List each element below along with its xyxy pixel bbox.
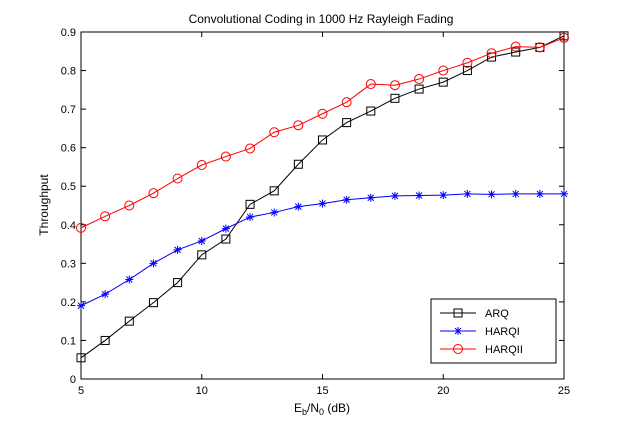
data-point-harqii xyxy=(269,127,280,138)
data-point-harqi xyxy=(294,202,303,211)
series-layer xyxy=(76,31,569,363)
y-tick-label: 0.4 xyxy=(61,220,76,232)
data-point-harqii xyxy=(559,32,569,43)
data-point-harqii xyxy=(341,97,352,108)
data-point-harqi xyxy=(415,191,424,200)
data-point-harqii xyxy=(76,222,86,233)
series-harqii xyxy=(76,32,569,233)
data-point-harqii xyxy=(462,57,473,68)
data-point-arq xyxy=(173,278,183,288)
y-tick-label: 0 xyxy=(70,374,76,386)
data-point-harqi xyxy=(149,259,158,268)
data-point-harqi xyxy=(173,245,182,254)
legend-marker-harqi xyxy=(454,327,462,335)
legend-label-harqi: HARQI xyxy=(485,326,520,338)
data-point-harqi xyxy=(101,290,110,299)
data-point-harqii xyxy=(365,79,376,90)
x-tick-label: 15 xyxy=(316,385,328,397)
y-tick-label: 0.1 xyxy=(61,335,76,347)
data-point-harqi xyxy=(318,199,327,208)
data-point-harqii xyxy=(534,42,545,53)
data-point-harqii xyxy=(486,48,497,59)
data-point-arq xyxy=(245,199,255,209)
x-axis-label: Eb/N0 (dB) xyxy=(294,401,350,417)
data-point-harqii xyxy=(124,200,135,211)
x-tick-label: 25 xyxy=(558,385,570,397)
legend: ARQ HARQI HARQII xyxy=(430,298,557,364)
data-point-arq xyxy=(511,47,521,57)
data-point-harqi xyxy=(487,190,496,199)
y-tick-label: 0.3 xyxy=(61,258,76,270)
x-axis-label-sub1: b xyxy=(302,407,307,417)
data-point-harqi xyxy=(246,213,255,222)
x-axis-label-unit: (dB) xyxy=(324,401,350,415)
legend-label-harqii: HARQII xyxy=(485,344,523,356)
data-point-arq xyxy=(148,298,158,308)
y-tick-label: 0.2 xyxy=(61,297,76,309)
data-point-harqi xyxy=(463,189,472,198)
x-tick-label: 10 xyxy=(196,385,208,397)
data-point-harqi xyxy=(221,224,230,233)
x-tick-label: 20 xyxy=(437,385,449,397)
legend-marker-arq xyxy=(453,308,463,318)
data-point-harqi xyxy=(270,208,279,217)
data-point-harqii xyxy=(389,80,400,91)
data-point-harqii xyxy=(220,151,231,162)
data-point-harqi xyxy=(197,236,206,245)
data-point-arq xyxy=(76,353,86,363)
y-axis-label: Throughput xyxy=(37,174,51,236)
legend-marker-harqii xyxy=(453,344,463,354)
data-point-arq xyxy=(124,316,134,326)
x-axis-label-sub2: 0 xyxy=(319,407,324,417)
data-point-arq xyxy=(100,335,110,345)
data-point-harqi xyxy=(535,189,544,198)
data-point-harqii xyxy=(438,65,449,76)
y-tick-label: 0.6 xyxy=(61,143,76,155)
data-point-harqi xyxy=(342,195,351,204)
data-point-arq xyxy=(342,118,352,128)
data-point-harqi xyxy=(511,189,520,198)
data-point-harqii xyxy=(196,160,207,171)
y-tick-label: 0.5 xyxy=(61,181,76,193)
data-point-harqii xyxy=(100,211,111,222)
data-point-arq xyxy=(318,135,327,145)
data-point-arq xyxy=(414,84,424,94)
data-point-harqii xyxy=(510,41,521,52)
chart-title: Convolutional Coding in 1000 Hz Rayleigh… xyxy=(189,12,454,26)
data-point-harqi xyxy=(390,191,399,200)
series-line-arq xyxy=(80,35,565,359)
data-point-harqi xyxy=(439,191,448,200)
data-point-harqii xyxy=(148,188,159,199)
data-point-harqi xyxy=(560,189,568,198)
y-tick-label: 0.8 xyxy=(61,66,76,78)
x-axis-label-mid: /N xyxy=(307,401,319,415)
data-point-harqi xyxy=(125,275,134,284)
data-point-arq xyxy=(438,77,448,87)
data-point-arq xyxy=(366,106,376,116)
data-point-harqii xyxy=(293,120,304,131)
series-harqi xyxy=(77,189,568,310)
axis-ticks: 5 10 15 20 25 0 0.1 0.2 0.3 0.4 0.5 0.6 0.7 0.8 0.9 xyxy=(61,27,570,397)
y-tick-label: 0.9 xyxy=(61,27,76,39)
data-point-arq xyxy=(293,159,303,169)
data-point-harqii xyxy=(172,173,183,184)
data-point-arq xyxy=(197,250,207,260)
series-line-harqii xyxy=(80,37,565,229)
data-point-arq xyxy=(269,186,279,196)
data-point-harqi xyxy=(366,193,375,202)
data-point-arq xyxy=(390,93,400,103)
y-tick-label: 0.7 xyxy=(61,104,76,116)
data-point-harqii xyxy=(317,108,328,119)
data-point-arq xyxy=(462,66,472,76)
x-axis-label-main: E xyxy=(294,401,302,415)
x-tick-label: 5 xyxy=(78,385,84,397)
legend-label-arq: ARQ xyxy=(485,308,509,320)
data-point-harqii xyxy=(245,143,256,154)
data-point-arq xyxy=(221,234,231,244)
data-point-harqi xyxy=(77,301,85,310)
data-point-harqii xyxy=(414,74,425,85)
